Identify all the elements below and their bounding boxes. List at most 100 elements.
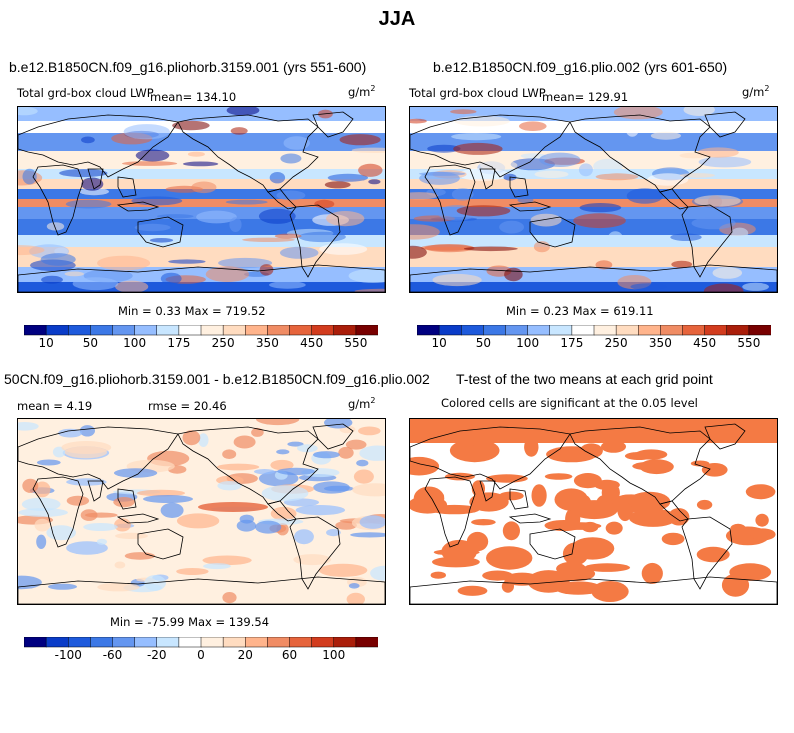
coastline-india — [479, 480, 496, 502]
field-patch — [294, 529, 314, 545]
colorbar-swatch — [505, 324, 529, 336]
colorbar-swatch — [200, 636, 224, 648]
field-patch — [96, 538, 108, 545]
colorbar-swatch — [267, 636, 291, 648]
panel3-stats: Min = -75.99 Max = 139.54 — [110, 615, 270, 629]
panel4-map — [409, 418, 778, 605]
panel3-rmse: rmse = 20.46 — [148, 399, 227, 413]
field-patch — [370, 565, 385, 581]
significant-region — [750, 528, 776, 541]
panel4-significance-field — [410, 419, 777, 604]
field-patch — [196, 210, 237, 224]
field-patch — [712, 267, 743, 279]
field-patch — [650, 131, 681, 140]
field-patch — [59, 169, 108, 178]
field-patch — [176, 568, 209, 575]
field-band — [410, 133, 777, 151]
colorbar-swatch — [112, 324, 136, 336]
field-patch — [345, 439, 367, 450]
field-patch — [573, 213, 626, 229]
field-patch — [450, 109, 477, 115]
field-patch — [517, 197, 534, 204]
colorbar-swatch — [134, 324, 158, 336]
field-patch — [97, 582, 140, 592]
field-patch — [172, 120, 210, 131]
field-patch — [48, 583, 77, 590]
field-patch — [22, 478, 39, 493]
colorbar-swatch — [461, 324, 484, 336]
coastline-antarctica — [410, 264, 777, 292]
field-patch — [270, 506, 297, 521]
colorbar-tick-label: 250 — [604, 336, 628, 350]
field-patch — [353, 469, 374, 484]
significant-region — [745, 484, 776, 500]
field-patch — [113, 497, 135, 508]
colorbar-tick-label: 50 — [475, 336, 492, 350]
field-patch — [352, 483, 385, 497]
colorbar-tick-label: 450 — [300, 336, 324, 350]
field-patch — [168, 259, 206, 264]
coastline-northAmerica — [569, 114, 711, 193]
coastline-indonesia — [508, 201, 552, 212]
field-patch — [454, 115, 510, 127]
colorbar-swatch — [289, 636, 313, 648]
colorbar-swatch — [23, 324, 47, 336]
field-patch — [630, 283, 667, 291]
colorbar-swatch — [483, 324, 507, 336]
significant-region — [591, 581, 629, 602]
colorbar-swatch — [355, 636, 379, 648]
field-patch — [203, 563, 231, 570]
field-patch — [84, 512, 118, 518]
field-patch — [327, 173, 369, 182]
coastline-greenland — [312, 111, 354, 138]
field-patch — [239, 514, 254, 524]
field-patch — [287, 441, 304, 447]
field-patch — [295, 505, 345, 516]
panel1-units: g/m2 — [348, 84, 376, 99]
field-patch — [258, 208, 296, 224]
field-patch — [97, 255, 151, 271]
colorbar-swatch — [245, 324, 268, 336]
significant-region — [570, 537, 615, 560]
colorbar-tick-label: 60 — [281, 648, 298, 662]
field-patch — [683, 107, 715, 116]
colorbar-swatch — [68, 324, 91, 336]
colorbar-swatch — [245, 636, 268, 648]
colorbar-swatch — [593, 324, 617, 336]
field-patch — [579, 203, 622, 213]
colorbar-swatch — [438, 324, 462, 336]
coastline-greenland — [704, 423, 746, 450]
field-patch — [534, 170, 569, 178]
field-patch — [52, 446, 66, 458]
colorbar-swatch — [289, 324, 313, 336]
coastline-antarctica — [18, 264, 385, 292]
significant-region — [696, 499, 713, 510]
field-patch — [114, 561, 126, 569]
panel4-title: T-test of the two means at each grid poi… — [456, 371, 713, 387]
field-patch — [66, 541, 108, 555]
field-patch — [124, 552, 156, 560]
field-patch — [198, 433, 209, 447]
colorbar-swatch — [726, 324, 750, 336]
field-band — [410, 282, 777, 292]
coastline-eurasia — [18, 426, 179, 490]
field-patch — [280, 153, 302, 164]
field-patch — [34, 518, 51, 532]
colorbar-swatch — [222, 636, 246, 648]
field-patch — [205, 266, 250, 282]
colorbar-tick-label: -100 — [54, 648, 82, 662]
field-patch — [225, 199, 268, 205]
field-patch — [647, 173, 689, 186]
field-patch — [671, 260, 693, 269]
significant-region — [594, 479, 620, 490]
colorbar-tick-label: 100 — [516, 336, 540, 350]
field-patch — [324, 181, 351, 189]
field-patch — [313, 481, 350, 494]
field-band — [18, 107, 385, 121]
field-patch — [703, 283, 744, 292]
field-patch — [72, 277, 119, 291]
field-patch — [358, 426, 381, 436]
colorbar-tick-label: 10 — [38, 336, 54, 350]
field-patch — [456, 205, 511, 217]
significant-region — [553, 522, 602, 530]
